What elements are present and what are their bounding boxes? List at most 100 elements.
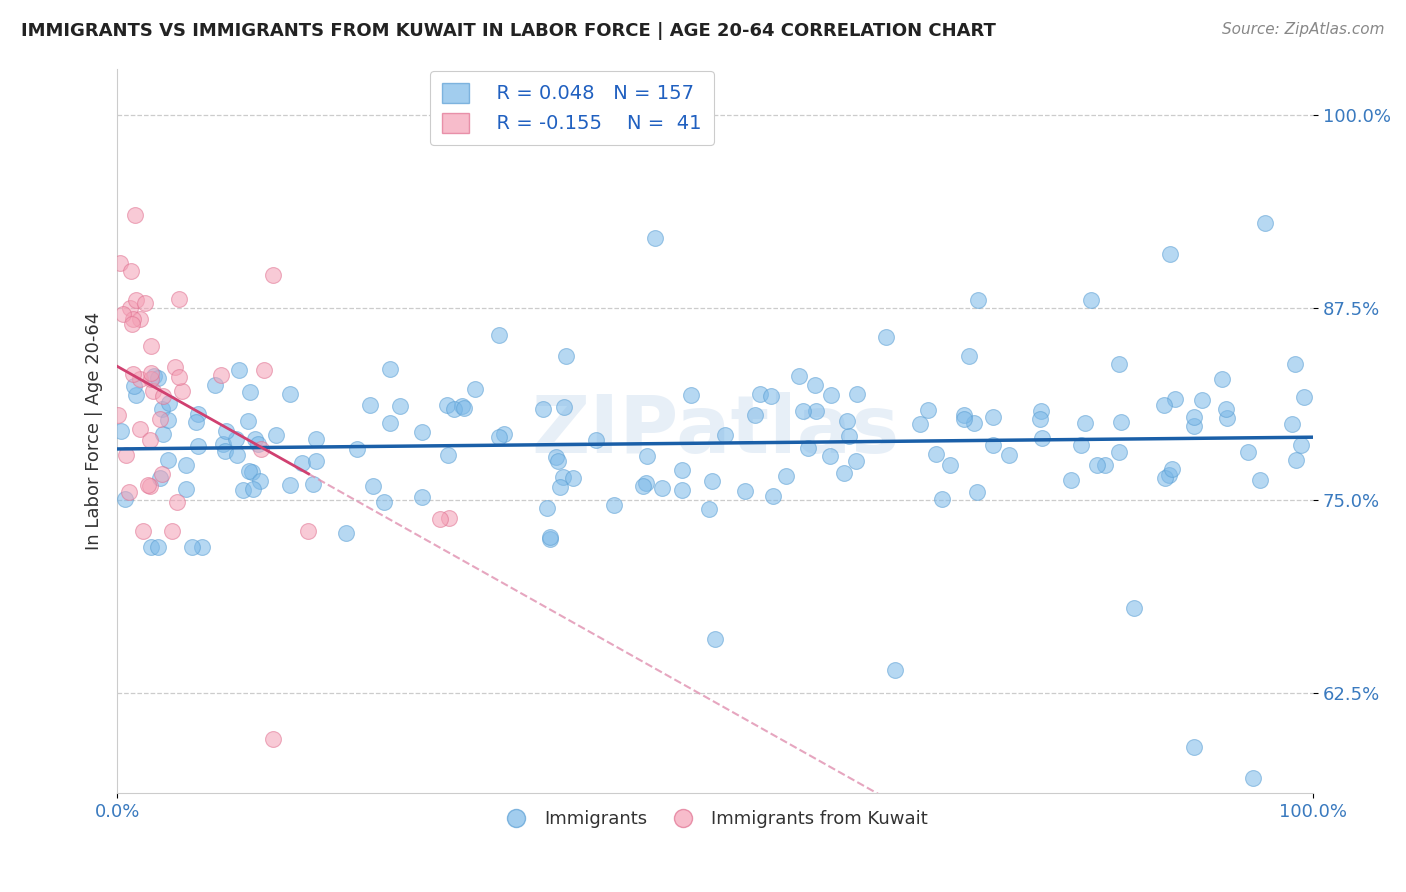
Point (156, 413, 179, 427)
Point (488, 429, 510, 443)
Point (820, 388, 842, 402)
Point (1236, 445, 1258, 459)
Point (136, 478, 159, 492)
Point (531, 402, 554, 417)
Point (124, 379, 146, 393)
Point (544, 450, 567, 465)
Point (253, 363, 276, 377)
Point (436, 398, 458, 412)
Point (225, 433, 247, 447)
Point (139, 433, 162, 447)
Point (488, 327, 510, 342)
Text: ZIPatlas: ZIPatlas (531, 392, 900, 470)
Point (437, 511, 460, 525)
Point (142, 384, 165, 398)
Point (1070, 437, 1092, 451)
Point (169, 292, 191, 306)
Point (184, 415, 207, 429)
Point (450, 399, 472, 413)
Point (845, 454, 868, 468)
Point (139, 540, 162, 554)
Point (170, 384, 193, 399)
Point (305, 454, 328, 468)
Point (150, 467, 173, 481)
Point (981, 438, 1004, 452)
Point (160, 524, 183, 538)
Point (981, 410, 1004, 425)
Point (1122, 601, 1144, 615)
Point (143, 368, 166, 383)
Point (1109, 415, 1132, 429)
Point (1164, 392, 1187, 406)
Point (1159, 246, 1181, 260)
Point (908, 417, 931, 432)
Point (804, 404, 827, 418)
Point (1184, 419, 1206, 434)
Point (242, 483, 264, 497)
Point (141, 372, 163, 386)
Point (166, 494, 188, 508)
Legend: Immigrants, Immigrants from Kuwait: Immigrants, Immigrants from Kuwait (496, 803, 935, 835)
Point (585, 433, 607, 447)
Point (1182, 410, 1205, 425)
Point (128, 311, 150, 326)
Point (1074, 416, 1097, 430)
Point (644, 231, 666, 245)
Point (1211, 372, 1233, 386)
Point (998, 448, 1021, 462)
Point (1243, 771, 1265, 785)
Y-axis label: In Labor Force | Age 20-64: In Labor Force | Age 20-64 (86, 312, 103, 550)
Point (453, 401, 475, 415)
Point (124, 208, 146, 222)
Point (1080, 293, 1102, 308)
Point (1094, 458, 1116, 473)
Point (239, 385, 262, 400)
Point (243, 432, 266, 446)
Point (378, 362, 401, 376)
Point (832, 466, 855, 480)
Point (651, 481, 673, 495)
Point (129, 422, 152, 436)
Point (132, 524, 155, 538)
Point (875, 330, 897, 344)
Point (1085, 458, 1108, 472)
Point (1284, 357, 1306, 371)
Point (744, 408, 766, 422)
Point (118, 301, 141, 316)
Point (157, 453, 180, 467)
Point (917, 403, 939, 417)
Point (1291, 438, 1313, 452)
Point (262, 268, 284, 283)
Point (150, 401, 173, 416)
Point (671, 483, 693, 498)
Point (120, 263, 142, 277)
Point (290, 457, 312, 471)
Point (335, 526, 357, 541)
Point (373, 495, 395, 509)
Point (1060, 473, 1083, 487)
Point (759, 389, 782, 403)
Point (1108, 445, 1130, 459)
Point (631, 479, 654, 493)
Point (107, 408, 129, 422)
Point (236, 414, 259, 428)
Point (938, 458, 960, 473)
Point (359, 398, 381, 412)
Point (804, 378, 827, 392)
Point (925, 447, 948, 461)
Point (1182, 740, 1205, 755)
Point (305, 432, 328, 446)
Point (152, 427, 174, 442)
Point (555, 349, 578, 363)
Point (278, 478, 301, 492)
Point (775, 469, 797, 483)
Point (748, 386, 770, 401)
Point (297, 524, 319, 538)
Point (837, 414, 859, 428)
Point (1029, 412, 1052, 426)
Point (1281, 417, 1303, 432)
Point (704, 632, 727, 647)
Point (110, 424, 132, 438)
Point (157, 396, 180, 410)
Point (215, 424, 238, 438)
